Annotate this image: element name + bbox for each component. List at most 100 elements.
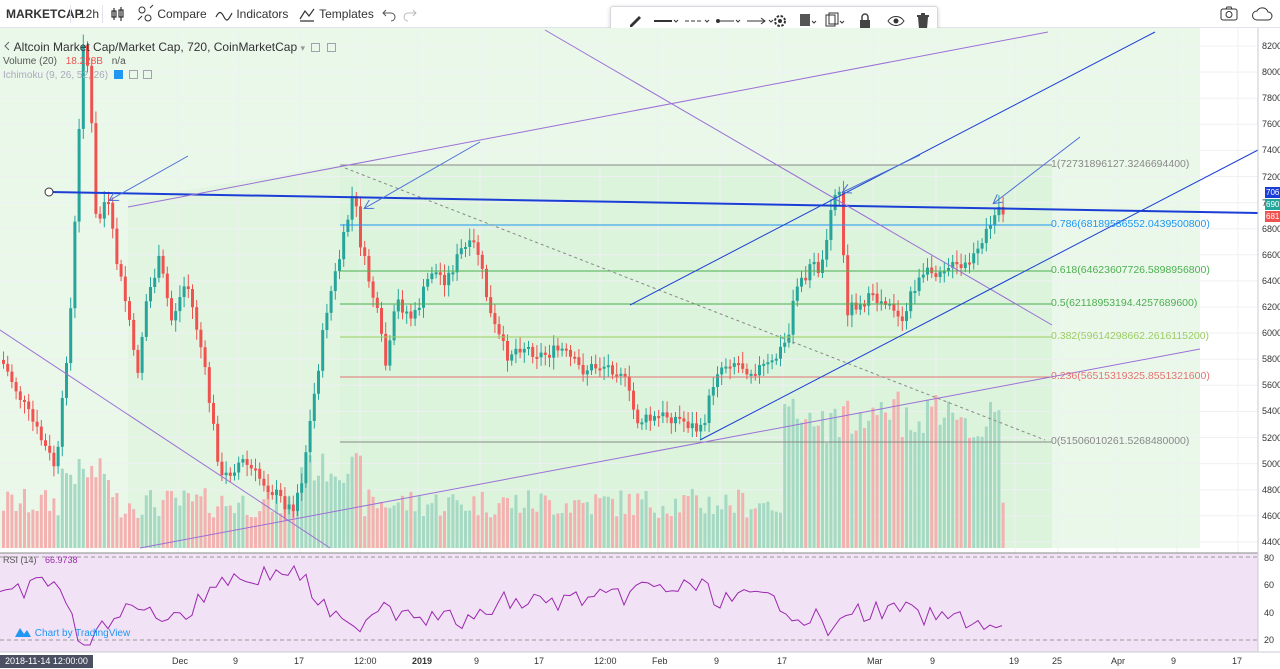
candle-body: [737, 363, 740, 366]
ichimoku-label: Ichimoku (9, 26, 52, 26): [3, 70, 109, 81]
candle-body: [543, 352, 547, 355]
volume-bar: [749, 509, 753, 548]
candle-body: [27, 401, 31, 410]
volume-bar: [892, 399, 896, 548]
settings-icon[interactable]: [128, 70, 138, 79]
indicators-button[interactable]: Indicators: [215, 0, 288, 28]
volume-bar: [669, 515, 673, 548]
candle-body: [350, 196, 354, 220]
interval-button[interactable]: 12h: [79, 7, 100, 21]
fib-retracement[interactable]: [340, 164, 1052, 443]
candle-body: [884, 301, 887, 305]
line-start-button[interactable]: [714, 10, 742, 32]
candle-body: [653, 416, 656, 421]
candle-body: [94, 123, 98, 214]
volume-bar: [896, 391, 900, 548]
candle-body: [203, 347, 207, 368]
series-menu-icon[interactable]: ▾: [300, 43, 305, 53]
symbol-search[interactable]: MARKETCAP: [6, 7, 83, 21]
tradingview-watermark[interactable]: Chart by TradingView: [14, 625, 130, 639]
volume-bar: [468, 510, 472, 548]
hide-button[interactable]: [886, 10, 906, 32]
visual-order-button[interactable]: [796, 10, 818, 32]
candle-body: [207, 367, 211, 403]
time-tick: 17: [534, 656, 545, 666]
volume-bar: [791, 398, 795, 548]
lock-icon: [860, 13, 870, 28]
price-tick: 8000: [1262, 67, 1280, 78]
volume-bar: [623, 513, 627, 548]
volume-bar: [959, 417, 963, 548]
candle-body: [854, 302, 858, 310]
volume-bar: [39, 494, 43, 548]
price-tick: 7400: [1262, 145, 1280, 156]
candle-body: [455, 254, 459, 273]
settings-toggle-icon[interactable]: [326, 43, 336, 52]
price-tick: 7600: [1262, 119, 1280, 130]
candle-body: [720, 367, 724, 375]
delete-button[interactable]: [914, 10, 932, 32]
volume-bar: [409, 492, 413, 548]
cloud-icon: [1252, 7, 1273, 21]
volume-bar: [296, 506, 299, 548]
volume-bar: [711, 513, 715, 548]
volume-bar: [497, 503, 501, 548]
candle-body: [489, 297, 493, 314]
volume-bar: [800, 422, 803, 548]
volume-bar: [455, 500, 459, 548]
eye-icon[interactable]: [113, 70, 123, 79]
candle-body: [816, 261, 820, 274]
candle-body: [783, 342, 787, 347]
line-end-button[interactable]: [745, 10, 775, 32]
rsi-value: 66.9738: [45, 555, 78, 565]
volume-bar: [972, 437, 976, 548]
fib-level-label: 0(51506010261.5268480000): [1051, 435, 1190, 447]
snapshot-button[interactable]: [1220, 0, 1238, 28]
publish-button[interactable]: [1251, 0, 1273, 28]
price-tick: 6400: [1262, 275, 1280, 286]
candle-body: [401, 299, 404, 313]
chart-style-button[interactable]: [110, 0, 126, 28]
fib-level-label: 0.236(56515319325.8551321600): [1051, 370, 1210, 382]
compare-button[interactable]: Compare: [136, 0, 207, 28]
templates-label: Templates: [319, 7, 374, 21]
clone-button[interactable]: [823, 10, 845, 32]
candle-body: [531, 346, 535, 357]
visibility-toggle-icon[interactable]: [311, 43, 321, 52]
price-axis[interactable]: [1258, 28, 1280, 652]
redo-button[interactable]: [403, 0, 417, 28]
volume-bar: [81, 468, 85, 548]
trash-icon: [917, 13, 929, 29]
drawings[interactable]: [0, 29, 1259, 549]
settings-button[interactable]: [769, 10, 791, 32]
volume-bar: [921, 432, 925, 548]
line-width-button[interactable]: [652, 10, 680, 32]
volume-bar: [632, 515, 635, 548]
close-icon[interactable]: [143, 70, 153, 79]
candle-body: [762, 363, 766, 366]
volume-bar: [816, 425, 820, 548]
volume-bar: [283, 496, 287, 548]
volume-bar: [262, 499, 266, 548]
price-tick: 4600: [1262, 510, 1280, 521]
candle-body: [81, 45, 85, 129]
time-axis[interactable]: [0, 652, 1280, 669]
volume-bar: [963, 418, 967, 548]
candle-body: [107, 202, 110, 205]
candle-body: [128, 301, 131, 320]
volume-bar: [850, 433, 854, 548]
line-style-button[interactable]: [683, 10, 711, 32]
candle-body: [178, 297, 182, 312]
candle-body: [942, 271, 946, 274]
candle-body: [522, 348, 526, 353]
fib-level-label: 0.618(64623607726.5898956800): [1051, 264, 1210, 276]
candle-body: [380, 307, 383, 334]
collapse-chevron-icon: [4, 41, 10, 51]
candle-body: [73, 221, 77, 309]
undo-button[interactable]: [382, 0, 396, 28]
candle-body: [48, 445, 52, 453]
lock-button[interactable]: [856, 10, 874, 32]
candle-body: [384, 333, 388, 366]
templates-button[interactable]: Templates: [298, 0, 374, 28]
